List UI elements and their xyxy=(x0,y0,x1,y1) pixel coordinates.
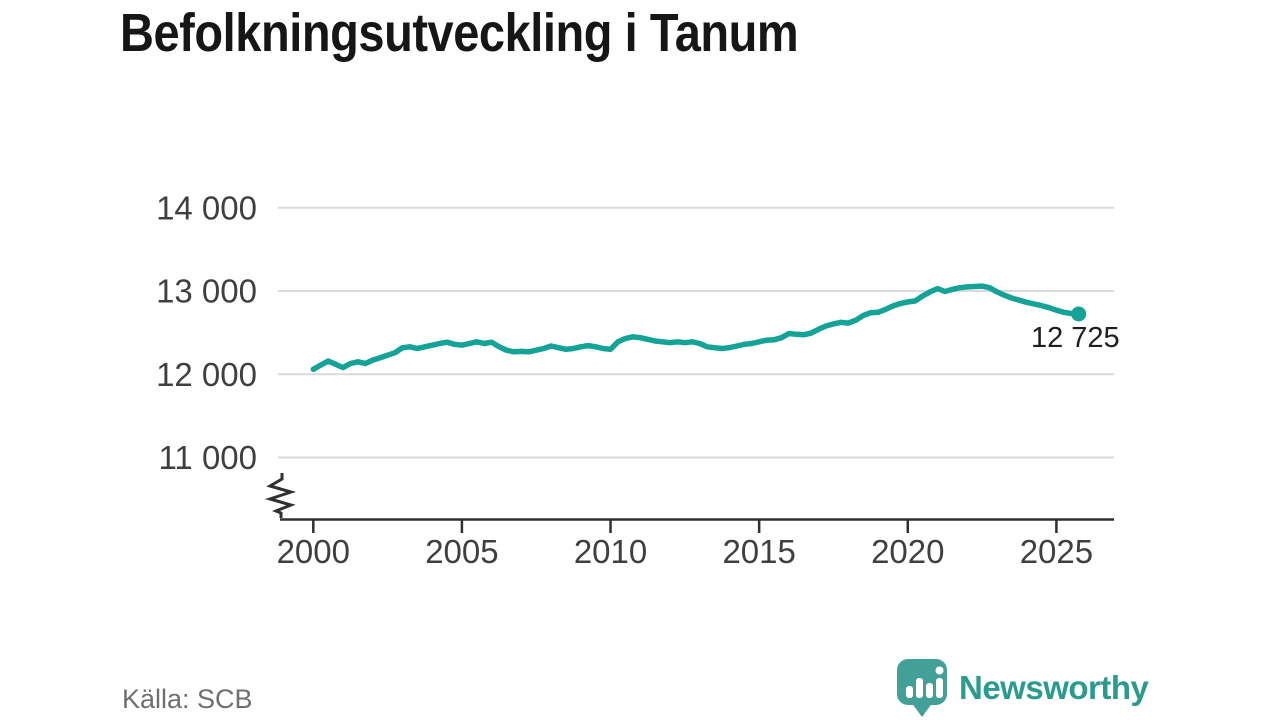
x-tick-label: 2025 xyxy=(1020,533,1093,570)
end-point-dot xyxy=(1071,306,1087,322)
axis-break-zigzag xyxy=(264,473,297,518)
x-tick-label: 2000 xyxy=(277,533,350,570)
y-tick-label: 14 000 xyxy=(156,189,257,226)
newsworthy-icon xyxy=(897,659,947,717)
y-tick-label: 12 000 xyxy=(156,356,257,393)
x-tick-label: 2020 xyxy=(871,533,944,570)
x-tick-label: 2010 xyxy=(574,533,647,570)
newsworthy-logo: Newsworthy xyxy=(896,658,1149,718)
chart-title: Befolkningsutveckling i Tanum xyxy=(120,3,799,63)
end-value-label: 12 725 xyxy=(1031,322,1120,354)
source-caption: Källa: SCB xyxy=(122,684,253,714)
population-line xyxy=(310,283,1082,373)
y-tick-label: 11 000 xyxy=(159,439,257,476)
newsworthy-wordmark: Newsworthy xyxy=(959,669,1149,706)
y-tick-label: 13 000 xyxy=(156,273,257,310)
x-tick-label: 2005 xyxy=(425,533,498,570)
x-tick-label: 2015 xyxy=(722,533,795,570)
